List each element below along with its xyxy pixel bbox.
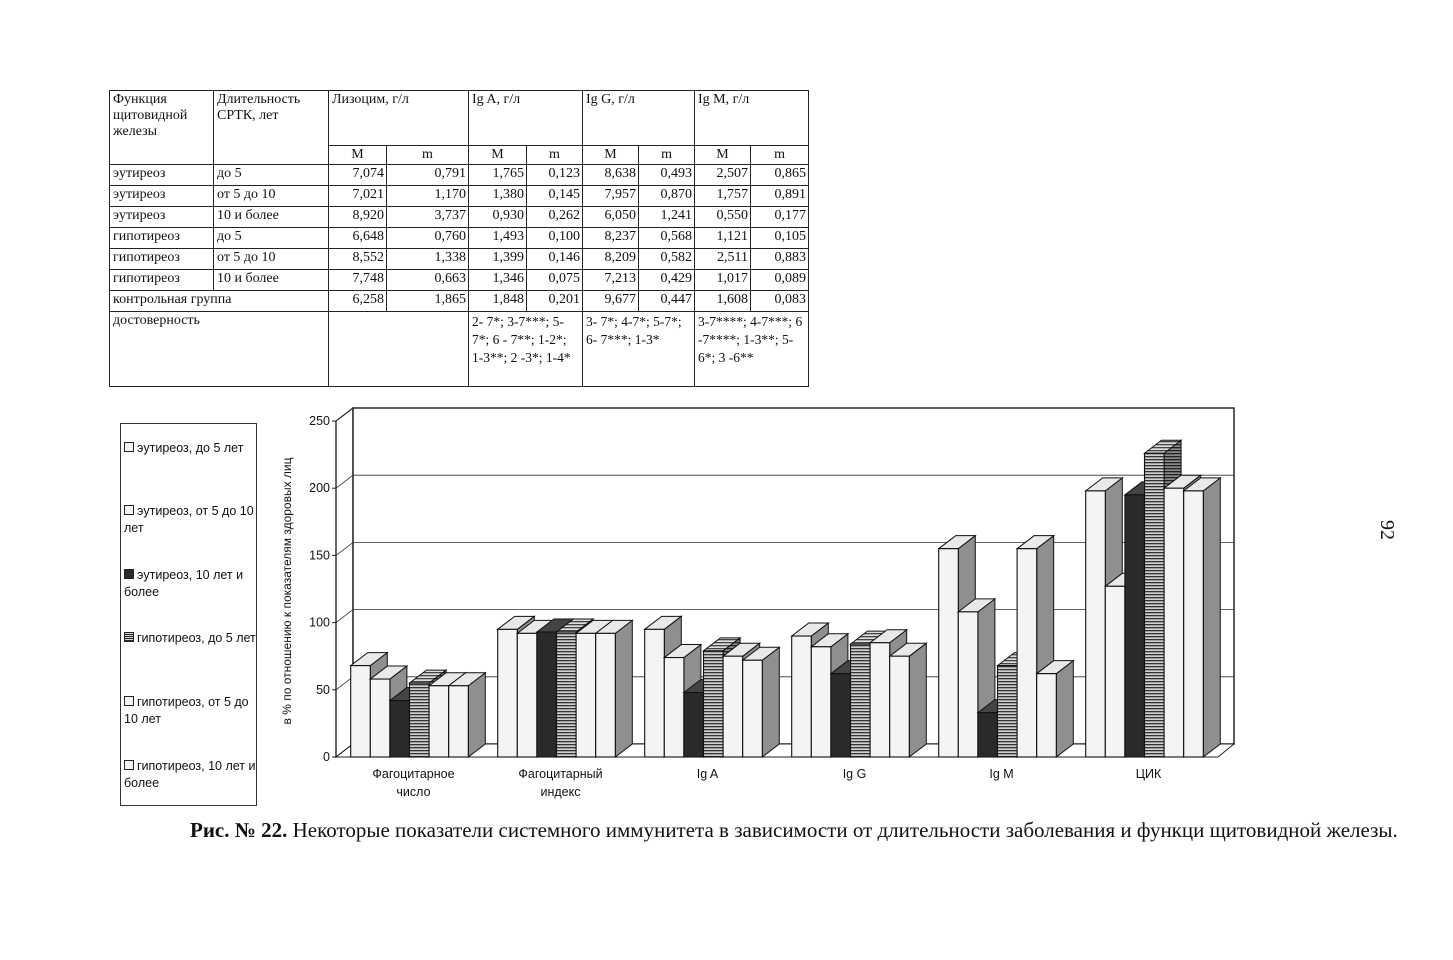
- cell-value: 0,083: [750, 290, 810, 312]
- cell-value: 1,399: [468, 248, 527, 270]
- subheader-mean: M: [328, 145, 387, 165]
- row-function: эутиреоз: [109, 185, 214, 207]
- x-category-label: Ig G: [843, 767, 867, 781]
- legend-swatch-white: [124, 696, 134, 706]
- table-row: гипотиреоз 10 и более 7,748 0,663 1,346 …: [109, 269, 810, 291]
- cell-value: 0,429: [637, 269, 696, 291]
- bar: [1182, 476, 1222, 759]
- figure-number: Рис. № 22.: [190, 818, 288, 842]
- x-category-label: Фагоцитарный индекс: [518, 767, 602, 799]
- table-subheader-row: M m M m M m M m: [110, 145, 810, 165]
- legend-item: гипотиреоз, до 5 лет: [124, 630, 258, 647]
- significance-igg: 3- 7*; 4-7*; 5-7*; 6- 7***; 1-3*: [581, 311, 696, 387]
- cell-value: 0,100: [526, 227, 583, 249]
- table-row: гипотиреоз от 5 до 10 8,552 1,338 1,399 …: [109, 248, 810, 270]
- legend-swatch-white: [124, 760, 134, 770]
- legend-swatch-black: [124, 569, 134, 579]
- x-category-label: Фагоцитарное число: [372, 767, 454, 799]
- y-tick-label: 250: [309, 414, 330, 428]
- legend-label: гипотиреоз, до 5 лет: [137, 631, 256, 645]
- cell-value: 9,677: [582, 290, 639, 312]
- cell-value: 1,338: [386, 248, 469, 270]
- legend-swatch-white: [124, 505, 134, 515]
- row-duration: 10 и более: [213, 206, 329, 228]
- y-axis-label: в % по отношению к показателям здоровых …: [280, 457, 294, 724]
- gridline: [335, 474, 354, 489]
- cell-value: 8,209: [582, 248, 639, 270]
- legend-label: гипотиреоз, 10 лет и более: [124, 759, 256, 790]
- y-tick-label: 100: [309, 616, 330, 630]
- table-row: эутиреоз до 5 7,074 0,791 1,765 0,123 8,…: [109, 164, 810, 186]
- page-number: 92: [1376, 520, 1398, 540]
- significance-iga: 2- 7*; 3-7***; 5-7*; 6 - 7**; 1-2*; 1-3*…: [468, 311, 583, 387]
- row-duration: от 5 до 10: [213, 185, 329, 207]
- x-category-label: ЦИК: [1136, 767, 1162, 781]
- cell-value: 0,146: [526, 248, 583, 270]
- immunity-data-table: Функция щитовидной железы Длительность С…: [109, 90, 810, 387]
- cell-value: 1,380: [468, 185, 527, 207]
- legend-item: эутиреоз, до 5 лет: [124, 440, 258, 457]
- cell-value: 8,638: [582, 164, 639, 186]
- table-header-row: Функция щитовидной железы Длительность С…: [109, 90, 810, 165]
- significance-lysozyme: [328, 311, 469, 387]
- legend-item: эутиреоз, от 5 до 10 лет: [124, 503, 258, 537]
- legend-swatch-hatched: [124, 632, 134, 642]
- cell-value: 0,663: [386, 269, 469, 291]
- row-duration: до 5: [213, 227, 329, 249]
- header-iga: Ig A, г/л: [468, 90, 583, 146]
- chart-bars: [349, 439, 1222, 759]
- chart-legend: эутиреоз, до 5 лет эутиреоз, от 5 до 10 …: [120, 423, 257, 806]
- bar: [1035, 659, 1075, 759]
- cell-value: 7,021: [328, 185, 387, 207]
- table-row: эутиреоз 10 и более 8,920 3,737 0,930 0,…: [109, 206, 810, 228]
- y-tick-label: 150: [309, 548, 330, 562]
- gridline: [335, 609, 354, 623]
- row-control-label: контрольная группа: [109, 290, 329, 312]
- cell-value: 0,123: [526, 164, 583, 186]
- row-function: эутиреоз: [109, 206, 214, 228]
- bar: [888, 642, 928, 759]
- legend-label: эутиреоз, до 5 лет: [137, 441, 244, 455]
- bar: [594, 619, 634, 759]
- table-row-significance: достоверность 2- 7*; 3-7***; 5-7*; 6 - 7…: [109, 311, 810, 387]
- x-axis-categories: Фагоцитарное число Фагоцитарный индекс Ig A I…: [372, 767, 1162, 799]
- cell-value: 1,608: [694, 290, 752, 312]
- significance-label: достоверность: [109, 311, 329, 387]
- bar: [741, 646, 781, 759]
- cell-value: 1,765: [468, 164, 527, 186]
- header-igm: Ig M, г/л: [694, 90, 810, 146]
- y-tick-label: 50: [316, 683, 330, 697]
- gridline: [335, 542, 354, 556]
- y-tick-label: 200: [309, 481, 330, 495]
- cell-value: 1,017: [694, 269, 752, 291]
- cell-value: 1,241: [637, 206, 696, 228]
- cell-value: 0,568: [637, 227, 696, 249]
- subheader-mean: M: [582, 145, 639, 165]
- legend-label: гипотиреоз, от 5 до 10 лет: [124, 695, 249, 726]
- cell-value: 3,737: [386, 206, 469, 228]
- bar: [447, 671, 487, 759]
- legend-swatch-white: [124, 442, 134, 452]
- cell-value: 1,757: [694, 185, 752, 207]
- y-tick-label: 0: [323, 750, 330, 764]
- cell-value: 0,883: [750, 248, 810, 270]
- figure-caption-text: Некоторые показатели системного иммуните…: [287, 818, 1398, 842]
- legend-item: гипотиреоз, 10 лет и более: [124, 758, 258, 792]
- significance-igm: 3-7****; 4-7***; 6 -7****; 1-3**; 5-6*; …: [694, 311, 810, 387]
- legend-item: эутиреоз, 10 лет и более: [124, 567, 258, 601]
- header-igg: Ig G, г/л: [581, 90, 696, 146]
- figure-caption: Рис. № 22. Некоторые показатели системно…: [109, 814, 1409, 846]
- legend-label: эутиреоз, 10 лет и более: [124, 568, 244, 599]
- legend-label: эутиреоз, от 5 до 10 лет: [124, 504, 254, 535]
- y-axis-ticks: 0 50 100 150 200 250: [309, 414, 337, 764]
- x-category-label: Ig A: [697, 767, 719, 781]
- gridline: [335, 407, 354, 422]
- header-function: Функция щитовидной железы: [109, 90, 214, 165]
- x-category-label: Ig M: [989, 767, 1013, 781]
- legend-item: гипотиреоз, от 5 до 10 лет: [124, 694, 258, 728]
